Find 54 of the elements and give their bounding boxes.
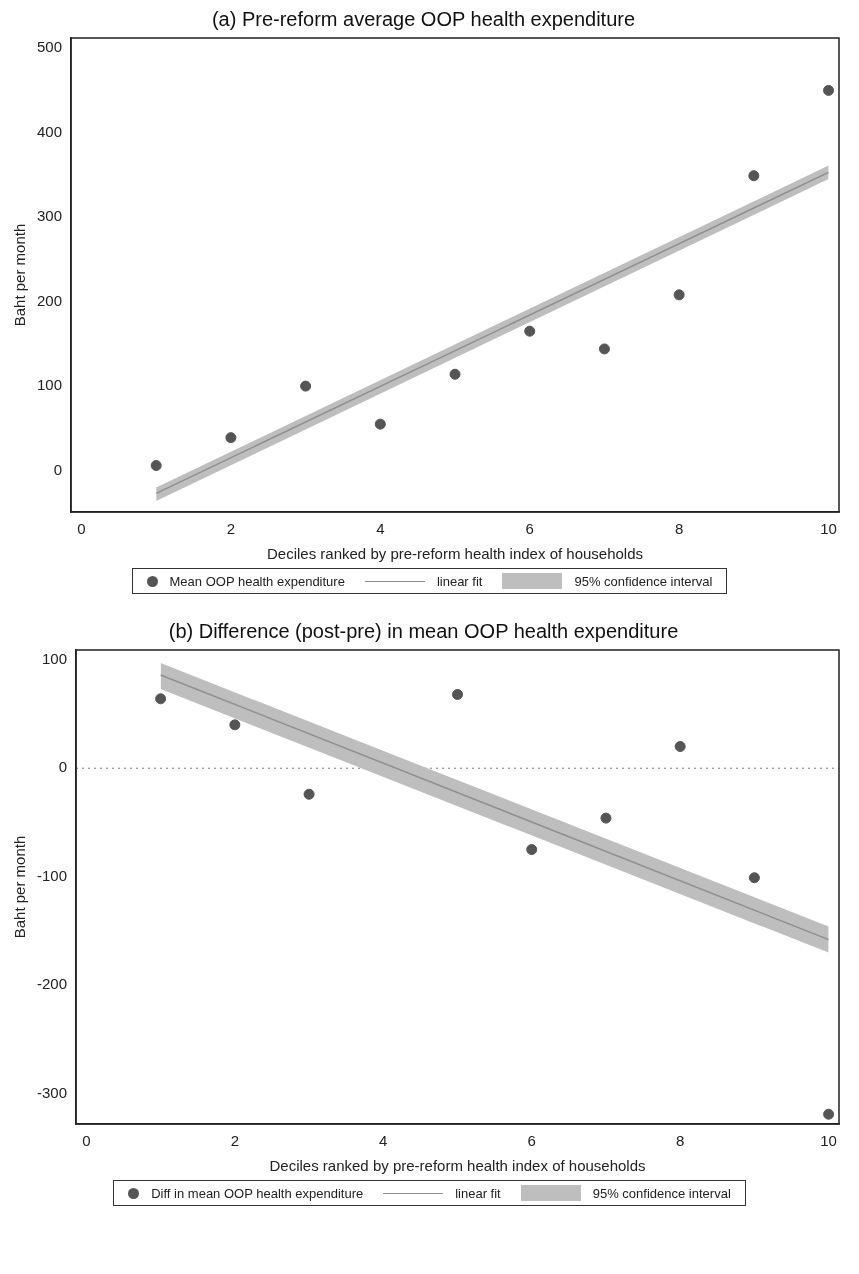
point <box>449 368 461 380</box>
point <box>748 872 760 884</box>
point <box>300 380 312 392</box>
y-tick-label: 400 <box>37 122 63 140</box>
point <box>823 1108 835 1120</box>
y-tick-label: 200 <box>37 291 63 309</box>
x-tick-label: 2 <box>226 520 236 538</box>
legend-label: Diff in mean OOP health expenditure <box>151 1185 364 1201</box>
point <box>374 418 386 430</box>
x-tick-label: 10 <box>820 520 837 538</box>
x-tick-label: 2 <box>230 1132 240 1150</box>
x-tick-label: 4 <box>376 520 385 538</box>
y-tick-label: 100 <box>37 376 63 394</box>
point <box>526 844 538 856</box>
y-tick-label: 500 <box>37 38 63 56</box>
point <box>225 432 237 444</box>
point <box>524 325 536 337</box>
chart-title: (a) Pre-reform average OOP health expenditure <box>211 7 636 30</box>
point <box>150 460 162 472</box>
point <box>748 170 760 182</box>
y-tick-label: 0 <box>53 460 63 478</box>
legend-label: linear fit <box>455 1185 501 1201</box>
point <box>600 812 612 824</box>
point <box>452 688 464 700</box>
chart-title: (b) Difference (post-pre) in mean OOP health expenditure <box>168 619 679 642</box>
x-tick-label: 6 <box>527 1132 536 1150</box>
text: 95% confidence interval <box>574 573 713 589</box>
point <box>673 289 685 301</box>
x-tick-label: 4 <box>379 1132 388 1150</box>
x-axis-title: Deciles ranked by pre-reform health index of households <box>269 1157 646 1175</box>
x-tick-label: 10 <box>820 1132 837 1150</box>
x-tick-label: 8 <box>676 1132 685 1150</box>
y-tick-label: -300 <box>36 1083 68 1101</box>
y-tick-label: 100 <box>41 649 68 667</box>
x-tick-label: 0 <box>82 1132 91 1150</box>
point <box>229 719 241 731</box>
legend-label: Mean OOP health expenditure <box>169 573 345 589</box>
legend-label: linear fit <box>436 573 483 589</box>
x-tick-label: 8 <box>674 520 684 538</box>
point <box>303 788 315 800</box>
text: 95% confidence interval <box>592 1185 731 1201</box>
point <box>823 84 835 96</box>
point <box>155 693 167 705</box>
x-tick-label: 0 <box>77 520 86 538</box>
y-tick-label: 0 <box>58 758 68 776</box>
y-axis-title: Baht per month <box>11 223 29 327</box>
point <box>674 741 686 753</box>
y-axis-title: Baht per month <box>11 835 29 939</box>
y-tick-label: -100 <box>36 866 68 884</box>
y-tick-label: 300 <box>37 207 63 225</box>
x-tick-label: 6 <box>525 520 534 538</box>
x-axis-title: Deciles ranked by pre-reform health index of households <box>266 545 644 563</box>
point <box>598 343 610 355</box>
y-tick-label: -200 <box>36 975 68 993</box>
